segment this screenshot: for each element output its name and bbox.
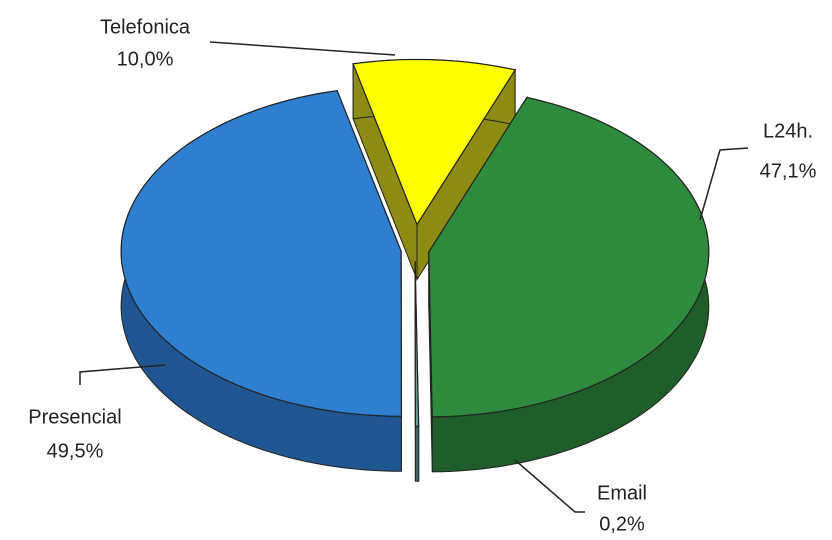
slice-label: Telefonica xyxy=(100,16,191,38)
slice-side xyxy=(414,425,420,482)
leader-line xyxy=(514,459,585,513)
slice-label: Presencial xyxy=(28,406,121,428)
value-label: 10,0% xyxy=(117,48,174,70)
slice-label: Email xyxy=(597,482,647,504)
value-label: 49,5% xyxy=(47,440,104,462)
slice-label: L24h. xyxy=(763,120,813,142)
slice xyxy=(414,261,420,427)
slice xyxy=(120,90,403,417)
value-label: 0,2% xyxy=(599,513,645,535)
value-label: 47,1% xyxy=(760,160,817,182)
leader-line xyxy=(699,147,749,221)
pie xyxy=(120,58,710,482)
leader-line xyxy=(79,364,166,385)
slice xyxy=(352,58,517,226)
slice xyxy=(428,96,710,418)
leader-line xyxy=(209,41,396,56)
